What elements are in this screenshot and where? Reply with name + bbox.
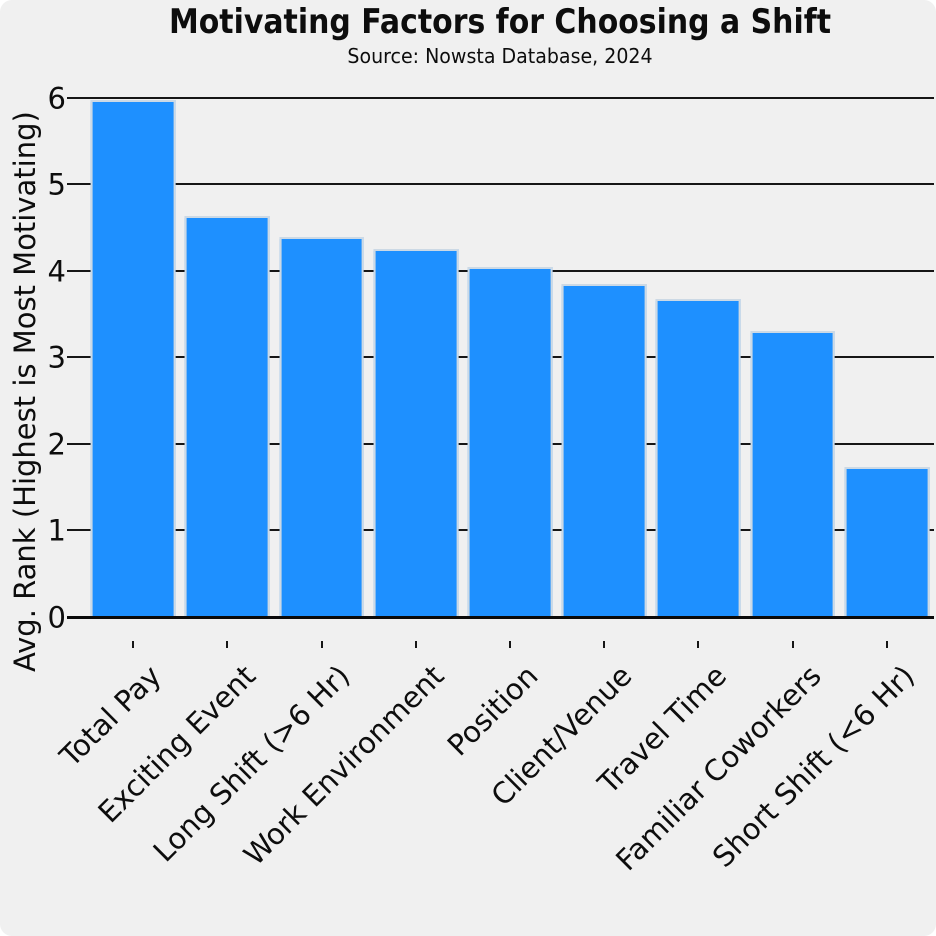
bar-travel-time — [656, 299, 741, 618]
bar-client-venue — [561, 283, 647, 618]
gridline — [67, 96, 934, 99]
x-tick-mark — [509, 641, 511, 648]
x-tick-mark — [226, 641, 229, 648]
y-tick-label: 3 — [47, 340, 66, 375]
plot-area: 0 1 2 3 4 5 6 Total Pay Exciting Event Long Shift… — [48, 84, 934, 877]
chart-title: Motivating Factors for Choosing a Shift — [168, 2, 832, 42]
y-axis-label: Avg. Rank (Highest is Most Motivating) — [8, 111, 42, 672]
x-tick-mark — [320, 641, 323, 648]
y-tick-label: 5 — [47, 167, 66, 202]
bar-familiar-coworkers — [750, 330, 836, 618]
y-tick-label: 1 — [47, 513, 66, 548]
x-tick-mark — [885, 641, 888, 648]
x-tick-mark — [132, 641, 135, 648]
gridline — [67, 183, 934, 186]
bar-total-pay — [90, 99, 176, 618]
bar-position — [467, 267, 553, 618]
y-tick-label: 4 — [47, 254, 66, 289]
x-tick-mark — [414, 641, 417, 648]
chart-subtitle: Source: Nowsta Database, 2024 — [347, 44, 653, 68]
y-tick-label: 6 — [47, 81, 66, 116]
bar-short-shift-6-hr — [844, 466, 930, 618]
bar-work-environment — [373, 249, 459, 618]
y-tick-label: 0 — [47, 600, 66, 635]
bar-long-shift-6-hr — [279, 237, 364, 618]
x-axis-line — [67, 616, 934, 619]
x-tick-mark — [697, 641, 700, 648]
x-tick-mark — [603, 641, 606, 648]
bar-exciting-event — [184, 215, 270, 618]
y-tick-label: 2 — [47, 427, 66, 462]
x-tick-mark — [791, 641, 794, 648]
